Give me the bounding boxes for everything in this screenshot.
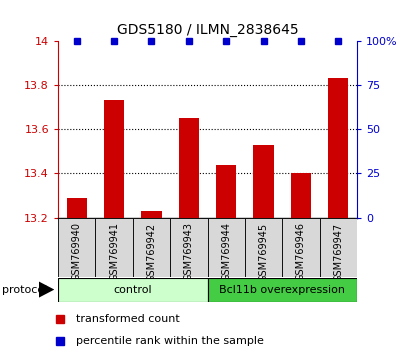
Bar xyxy=(58,278,208,302)
Bar xyxy=(95,218,133,277)
Bar xyxy=(328,78,349,218)
Text: GSM769942: GSM769942 xyxy=(146,222,156,281)
Bar xyxy=(141,211,162,218)
Bar xyxy=(178,118,199,218)
Text: GSM769944: GSM769944 xyxy=(221,222,231,281)
Text: transformed count: transformed count xyxy=(76,314,180,324)
Text: GSM769940: GSM769940 xyxy=(72,222,82,281)
Bar xyxy=(282,218,320,277)
Bar xyxy=(58,218,95,277)
Text: GSM769945: GSM769945 xyxy=(259,222,269,281)
Bar xyxy=(208,218,245,277)
Text: percentile rank within the sample: percentile rank within the sample xyxy=(76,336,264,346)
Bar xyxy=(245,218,282,277)
Text: GSM769947: GSM769947 xyxy=(333,222,343,281)
Bar xyxy=(104,101,124,218)
Text: control: control xyxy=(113,285,152,295)
Bar xyxy=(66,198,87,218)
Bar xyxy=(320,218,357,277)
Text: GSM769941: GSM769941 xyxy=(109,222,119,281)
Bar xyxy=(170,218,208,277)
Polygon shape xyxy=(39,281,54,298)
Text: protocol: protocol xyxy=(2,285,47,295)
Bar xyxy=(253,145,274,218)
Text: GSM769946: GSM769946 xyxy=(296,222,306,281)
Bar xyxy=(133,218,170,277)
Text: Bcl11b overexpression: Bcl11b overexpression xyxy=(219,285,345,295)
Bar xyxy=(208,278,357,302)
Bar xyxy=(290,173,311,218)
Title: GDS5180 / ILMN_2838645: GDS5180 / ILMN_2838645 xyxy=(117,23,298,37)
Bar xyxy=(216,165,237,218)
Text: GSM769943: GSM769943 xyxy=(184,222,194,281)
